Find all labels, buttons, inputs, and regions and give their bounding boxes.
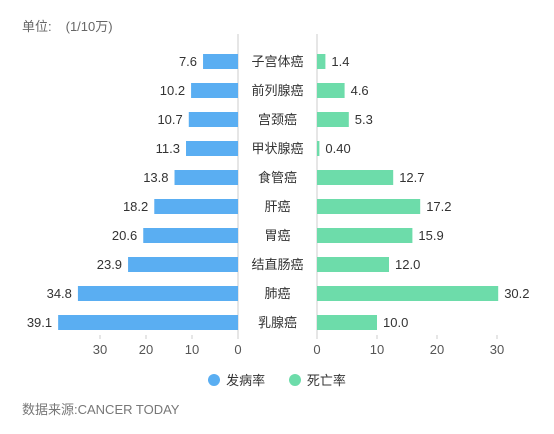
category-label: 乳腺癌 bbox=[258, 315, 297, 331]
incidence-value-label: 10.2 bbox=[160, 83, 185, 98]
legend-label-incidence: 发病率 bbox=[226, 373, 266, 388]
incidence-value-label: 10.7 bbox=[157, 112, 182, 127]
left-axis-tick-label: 0 bbox=[234, 342, 241, 357]
left-axis-tick-label: 30 bbox=[93, 342, 107, 357]
mortality-value-label: 1.4 bbox=[331, 54, 349, 69]
mortality-bar bbox=[317, 170, 394, 185]
category-label: 肺癌 bbox=[264, 286, 290, 302]
incidence-bar bbox=[128, 257, 238, 272]
mortality-bar bbox=[317, 54, 326, 69]
mortality-value-label: 4.6 bbox=[351, 83, 369, 98]
incidence-value-label: 7.6 bbox=[179, 54, 197, 69]
mortality-bar bbox=[317, 315, 377, 330]
category-label: 子宫体癌 bbox=[251, 54, 303, 70]
right-axis-tick-label: 20 bbox=[430, 342, 444, 357]
source-note: 数据来源:CANCER TODAY bbox=[22, 402, 180, 417]
mortality-bar bbox=[317, 83, 345, 98]
incidence-bar bbox=[58, 315, 238, 330]
mortality-value-label: 12.0 bbox=[395, 257, 420, 272]
mortality-bar bbox=[317, 286, 499, 301]
mortality-value-label: 17.2 bbox=[426, 199, 451, 214]
legend-dot-incidence bbox=[208, 373, 221, 386]
unit-label: 单位: bbox=[22, 19, 52, 34]
incidence-bar bbox=[143, 228, 238, 243]
left-axis-tick-label: 20 bbox=[139, 342, 153, 357]
mortality-value-label: 15.9 bbox=[418, 228, 443, 243]
mortality-bar bbox=[317, 141, 320, 156]
right-axis-tick-label: 30 bbox=[490, 342, 504, 357]
category-label: 食管癌 bbox=[258, 170, 297, 186]
legend-item-incidence[interactable]: 发病率 bbox=[208, 370, 265, 389]
incidence-bar bbox=[186, 141, 238, 156]
mortality-value-label: 0.40 bbox=[325, 141, 350, 156]
incidence-bar bbox=[188, 112, 238, 127]
mortality-value-label: 5.3 bbox=[355, 112, 373, 127]
category-label: 宫颈癌 bbox=[258, 112, 297, 128]
incidence-bar bbox=[191, 83, 238, 98]
left-axis-tick-label: 10 bbox=[185, 342, 199, 357]
mortality-bar bbox=[317, 112, 349, 127]
category-label: 前列腺癌 bbox=[251, 83, 303, 99]
mortality-bar bbox=[317, 257, 389, 272]
incidence-bar bbox=[154, 199, 238, 214]
mortality-bar bbox=[317, 228, 413, 243]
category-label: 结直肠癌 bbox=[251, 257, 303, 273]
incidence-value-label: 20.6 bbox=[112, 228, 137, 243]
chart-legend: 发病率 死亡率 bbox=[0, 370, 554, 389]
incidence-value-label: 39.1 bbox=[27, 315, 52, 330]
right-axis-tick-label: 0 bbox=[313, 342, 320, 357]
category-label: 胃癌 bbox=[264, 228, 290, 244]
incidence-bar bbox=[174, 170, 238, 185]
legend-label-mortality: 死亡率 bbox=[306, 373, 346, 388]
incidence-bar bbox=[77, 286, 238, 301]
incidence-value-label: 23.9 bbox=[97, 257, 122, 272]
category-label: 甲状腺癌 bbox=[251, 141, 303, 157]
mortality-bar bbox=[317, 199, 421, 214]
incidence-bar bbox=[203, 54, 238, 69]
right-axis-tick-label: 10 bbox=[370, 342, 384, 357]
unit-value: (1/10万) bbox=[65, 19, 113, 34]
mortality-value-label: 10.0 bbox=[383, 315, 408, 330]
incidence-value-label: 18.2 bbox=[123, 199, 148, 214]
incidence-value-label: 13.8 bbox=[143, 170, 168, 185]
legend-item-mortality[interactable]: 死亡率 bbox=[288, 370, 346, 389]
unit-note: 单位: (1/10万) bbox=[22, 16, 113, 35]
legend-dot-mortality bbox=[288, 373, 301, 386]
mortality-value-label: 12.7 bbox=[399, 170, 424, 185]
incidence-value-label: 11.3 bbox=[156, 141, 180, 156]
category-label: 肝癌 bbox=[264, 199, 290, 215]
mortality-value-label: 30.2 bbox=[504, 286, 529, 301]
incidence-value-label: 34.8 bbox=[47, 286, 72, 301]
